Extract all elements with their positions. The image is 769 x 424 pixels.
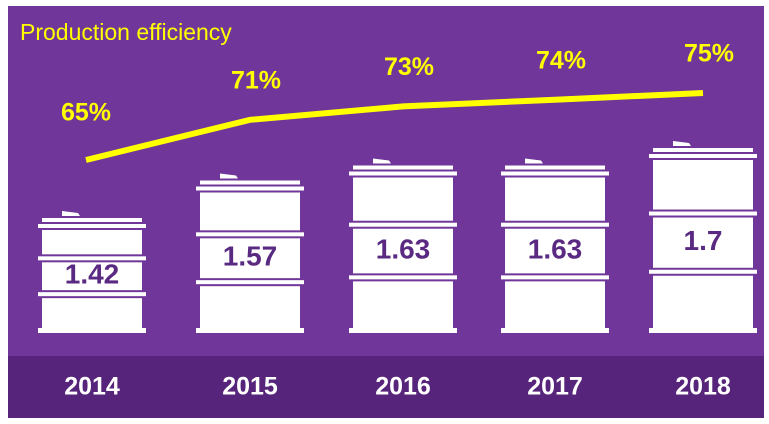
barrel-base bbox=[649, 328, 757, 333]
value-label: 1.63 bbox=[528, 233, 583, 264]
barrel-rim bbox=[196, 186, 304, 191]
barrel-rim bbox=[38, 224, 146, 228]
barrel-cap bbox=[525, 158, 543, 164]
value-label: 75% bbox=[684, 40, 734, 68]
barrel bbox=[353, 165, 453, 330]
barrel-rim bbox=[38, 256, 146, 261]
barrel-rim bbox=[196, 280, 304, 285]
value-label: 1.7 bbox=[684, 225, 723, 256]
barrel-rim bbox=[501, 171, 609, 176]
barrel-rim bbox=[349, 275, 457, 280]
barrel bbox=[505, 165, 605, 330]
axis-band bbox=[8, 356, 764, 418]
value-label: 71% bbox=[231, 66, 281, 94]
barrel-rim bbox=[501, 275, 609, 280]
barrel-rim bbox=[38, 292, 146, 297]
barrel-rim bbox=[349, 171, 457, 176]
line bbox=[85, 90, 704, 163]
x-tick-label: 2016 bbox=[375, 373, 431, 401]
value-label: 65% bbox=[61, 99, 111, 127]
value-label: 73% bbox=[384, 53, 434, 81]
barrel-base bbox=[196, 328, 304, 333]
barrel-rim bbox=[649, 154, 757, 158]
barrel-base bbox=[349, 328, 457, 333]
x-tick-label: 2014 bbox=[64, 373, 120, 401]
x-tick-label: 2015 bbox=[222, 373, 278, 401]
value-label: 1.57 bbox=[223, 241, 278, 272]
barrel-base bbox=[38, 328, 146, 333]
barrel-cap bbox=[373, 158, 391, 164]
barrel-cap bbox=[220, 173, 238, 179]
x-tick-label: 2017 bbox=[527, 373, 583, 401]
x-tick-label: 2018 bbox=[675, 373, 731, 401]
value-label: 1.42 bbox=[65, 259, 120, 290]
value-label: 1.63 bbox=[376, 233, 431, 264]
barrel bbox=[653, 148, 753, 330]
barrel-rim bbox=[349, 222, 457, 227]
barrel bbox=[42, 218, 142, 330]
barrel-cap bbox=[62, 211, 80, 216]
value-label: 74% bbox=[536, 46, 586, 74]
barrel-rim bbox=[649, 269, 757, 274]
barrel-rim bbox=[649, 211, 757, 216]
barrel bbox=[200, 180, 300, 330]
barrel-cap bbox=[673, 141, 691, 146]
barrel-base bbox=[501, 328, 609, 333]
chart-title: Production efficiency bbox=[20, 19, 232, 45]
barrel-rim bbox=[196, 232, 304, 237]
barrel-rim bbox=[501, 222, 609, 227]
